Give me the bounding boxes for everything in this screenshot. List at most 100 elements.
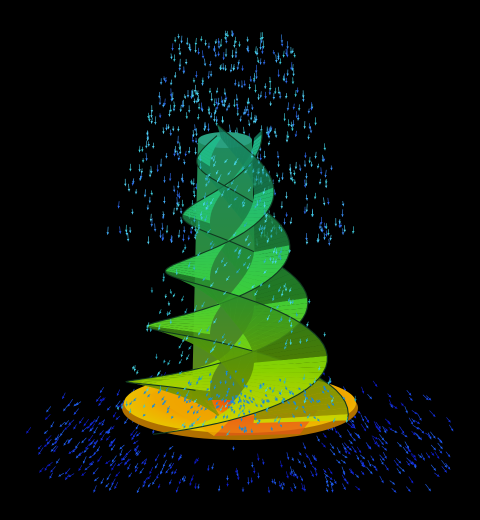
velocity-vector — [302, 442, 306, 450]
blade-shade — [253, 183, 274, 195]
velocity-vector — [207, 107, 211, 115]
velocity-vector — [146, 136, 150, 141]
velocity-vector — [178, 394, 181, 399]
velocity-vector — [187, 146, 191, 154]
velocity-vector — [167, 124, 170, 130]
velocity-vector — [261, 45, 264, 54]
velocity-vector — [247, 409, 251, 414]
blade-segment — [240, 277, 266, 286]
velocity-vector — [106, 435, 111, 441]
blade-segment — [219, 290, 232, 319]
velocity-vector — [329, 443, 335, 450]
blade-segment — [249, 218, 279, 237]
blade-shade — [165, 272, 212, 287]
velocity-vector — [290, 486, 293, 493]
velocity-vector — [259, 32, 263, 41]
velocity-vector — [219, 380, 222, 385]
velocity-vector — [163, 399, 167, 404]
blade-segment — [243, 385, 298, 400]
velocity-vector — [159, 158, 163, 167]
blade-shade — [250, 273, 296, 294]
velocity-vector — [281, 289, 284, 297]
velocity-vector — [298, 387, 301, 391]
blade-segment — [253, 287, 306, 303]
velocity-vector — [193, 124, 197, 132]
velocity-vector — [375, 441, 380, 448]
velocity-vector — [198, 328, 202, 336]
velocity-vector — [210, 243, 215, 250]
velocity-vector — [46, 406, 52, 413]
velocity-vector — [258, 197, 262, 203]
blade-segment — [228, 293, 239, 322]
velocity-vector — [372, 437, 377, 445]
blade-segment — [247, 267, 281, 274]
velocity-vector — [209, 60, 212, 67]
velocity-vector — [167, 301, 171, 306]
blade-shade — [182, 218, 212, 233]
velocity-vector — [303, 484, 306, 492]
velocity-vector — [120, 403, 124, 409]
velocity-vector — [241, 407, 246, 413]
velocity-vector — [217, 394, 221, 398]
velocity-vector — [26, 427, 32, 434]
velocity-vector — [143, 404, 146, 409]
velocity-vector — [205, 358, 209, 364]
velocity-vector — [264, 83, 267, 89]
velocity-vector — [164, 293, 168, 299]
velocity-vector — [216, 393, 219, 397]
velocity-vector — [325, 230, 328, 237]
blade-segment — [178, 309, 219, 317]
velocity-vector — [305, 203, 309, 213]
velocity-vector — [257, 453, 260, 461]
velocity-vector — [154, 454, 160, 462]
velocity-vector — [111, 463, 116, 471]
blade-segment — [220, 127, 226, 145]
velocity-vector — [322, 468, 327, 474]
velocity-vector — [274, 87, 277, 94]
velocity-vector — [115, 415, 121, 420]
velocity-vector — [81, 437, 87, 444]
velocity-vector — [68, 473, 75, 478]
velocity-vector — [196, 380, 199, 385]
velocity-vector — [199, 155, 202, 162]
velocity-vector — [384, 427, 388, 432]
velocity-vector — [136, 450, 141, 457]
blade-segment — [187, 255, 218, 260]
velocity-vector — [161, 402, 165, 406]
velocity-vector — [266, 399, 270, 403]
blade-shade — [223, 129, 229, 148]
velocity-vector — [339, 222, 343, 228]
velocity-vector — [129, 163, 132, 172]
velocity-vector — [279, 424, 282, 428]
velocity-vector — [338, 219, 342, 224]
blade-segment — [248, 214, 275, 233]
velocity-vector — [194, 305, 197, 312]
blade-segment — [164, 315, 215, 320]
velocity-vector — [116, 406, 120, 411]
velocity-vector — [207, 397, 211, 401]
velocity-vector — [229, 375, 232, 380]
velocity-vector — [202, 419, 206, 427]
blade-segment — [226, 186, 232, 208]
velocity-vector — [163, 98, 167, 106]
velocity-vector — [316, 163, 320, 169]
velocity-vector — [277, 69, 280, 78]
velocity-vector — [263, 150, 266, 159]
velocity-vector — [254, 46, 257, 54]
velocity-vector — [331, 402, 335, 406]
velocity-vector — [116, 389, 120, 396]
velocity-vector — [280, 201, 284, 209]
velocity-vector — [320, 225, 323, 232]
velocity-vector — [234, 36, 237, 44]
velocity-vector — [417, 454, 423, 459]
velocity-vector — [425, 483, 432, 492]
velocity-vector — [245, 384, 248, 389]
velocity-vector — [178, 192, 181, 199]
velocity-vector — [234, 158, 239, 164]
velocity-vector — [281, 172, 284, 180]
velocity-vector — [141, 146, 144, 152]
velocity-vector — [59, 421, 66, 428]
blade-segment — [253, 191, 274, 202]
blade-segment — [248, 208, 269, 214]
velocity-vector — [204, 215, 208, 222]
